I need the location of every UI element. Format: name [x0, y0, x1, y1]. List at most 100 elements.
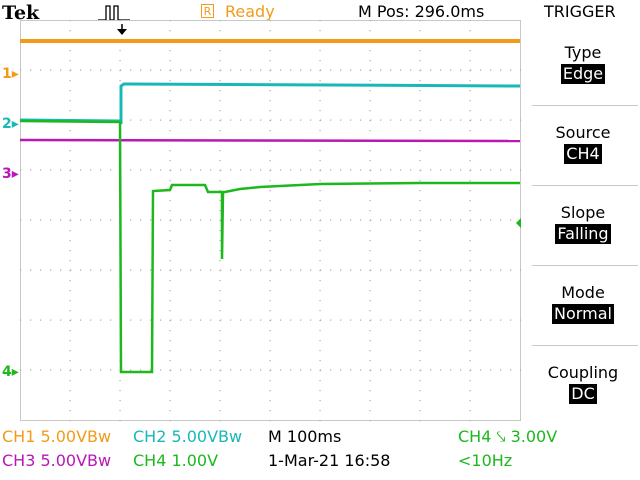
grid-dot [460, 169, 462, 171]
grid-dot [430, 269, 432, 271]
grid-dot [140, 319, 142, 321]
grid-dot [169, 300, 171, 302]
grid-dot [69, 20, 71, 22]
grid-dot [269, 60, 271, 62]
grid-dot [269, 130, 271, 132]
grid-dot [419, 60, 421, 62]
grid-dot [269, 280, 271, 282]
grid-dot [369, 200, 371, 202]
grid-dot [419, 410, 421, 412]
ch1-ground-marker[interactable]: 1▸ [2, 66, 19, 82]
grid-dot [219, 330, 221, 332]
grid-dot [290, 319, 292, 321]
grid-dot [360, 219, 362, 221]
grid-dot [60, 169, 62, 171]
grid-dot [490, 119, 492, 121]
grid-dot [250, 69, 252, 71]
grid-dot [520, 169, 521, 171]
grid-dot [70, 69, 72, 71]
grid-dot [260, 319, 262, 321]
grid-dot [169, 160, 171, 162]
grid-dot [69, 310, 71, 312]
grid-dot [119, 20, 121, 22]
grid-dot [69, 280, 71, 282]
grid-dot [30, 219, 32, 221]
grid-dot [219, 300, 221, 302]
grid-dot [340, 69, 342, 71]
grid-dot [69, 100, 71, 102]
grid-dot [300, 369, 302, 371]
grid-dot [369, 420, 371, 422]
grid-dot [480, 369, 482, 371]
grid-dot [500, 69, 502, 71]
grid-dot [90, 219, 92, 221]
grid-dot [360, 369, 362, 371]
grid-dot [319, 210, 321, 212]
grid-dot [210, 119, 212, 121]
grid-dot [270, 319, 272, 321]
grid-dot [69, 230, 71, 232]
grid-dot [170, 119, 172, 121]
grid-dot [219, 380, 221, 382]
grid-dot [350, 219, 352, 221]
grid-dot [69, 30, 71, 32]
menu-source[interactable]: Source CH4 [526, 123, 640, 164]
grid-dot [410, 319, 412, 321]
ch1-scale: CH1 5.00VBw [2, 427, 112, 446]
grid-dot [319, 20, 321, 22]
grid-dot [130, 219, 132, 221]
grid-dot [510, 369, 512, 371]
grid-dot [320, 169, 322, 171]
grid-dot [100, 69, 102, 71]
grid-dot [50, 269, 52, 271]
waveform-display [20, 20, 521, 422]
grid-dot [369, 290, 371, 292]
grid-dot [419, 300, 421, 302]
menu-mode[interactable]: Mode Normal [526, 283, 640, 324]
grid-dot [69, 420, 71, 422]
graticule-grid [20, 20, 521, 422]
grid-dot [230, 319, 232, 321]
grid-dot [269, 210, 271, 212]
grid-dot [170, 169, 172, 171]
ch4-ground-marker[interactable]: 4▸ [2, 364, 19, 380]
menu-type[interactable]: Type Edge [526, 43, 640, 84]
grid-dot [460, 219, 462, 221]
grid-dot [219, 80, 221, 82]
grid-dot [160, 369, 162, 371]
grid-dot [69, 80, 71, 82]
grid-dot [250, 269, 252, 271]
grid-dot [160, 269, 162, 271]
grid-dot [119, 380, 121, 382]
grid-dot [400, 369, 402, 371]
grid-dot [170, 269, 172, 271]
grid-dot [220, 69, 222, 71]
menu-coupling[interactable]: Coupling DC [526, 363, 640, 404]
ch2-ground-marker[interactable]: 2▸ [2, 116, 19, 132]
grid-dot [319, 280, 321, 282]
grid-dot [480, 119, 482, 121]
grid-dot [269, 180, 271, 182]
grid-dot [69, 50, 71, 52]
menu-slope[interactable]: Slope Falling [526, 203, 640, 244]
grid-dot [80, 69, 82, 71]
grid-dot [369, 150, 371, 152]
grid-dot [220, 319, 222, 321]
grid-dot [150, 69, 152, 71]
grid-dot [219, 360, 221, 362]
ch3-waveform [20, 138, 521, 143]
grid-dot [270, 219, 272, 221]
grid-dot [319, 100, 321, 102]
ch4-waveform [20, 119, 520, 374]
grid-dot [190, 369, 192, 371]
grid-dot [119, 390, 121, 392]
ch3-ground-marker[interactable]: 3▸ [2, 166, 19, 182]
grid-dot [269, 330, 271, 332]
grid-dot [40, 369, 42, 371]
grid-dot [50, 69, 52, 71]
grid-dot [290, 119, 292, 121]
grid-dot [469, 230, 471, 232]
grid-dot [30, 319, 32, 321]
grid-dot [50, 369, 52, 371]
grid-dot [169, 290, 171, 292]
